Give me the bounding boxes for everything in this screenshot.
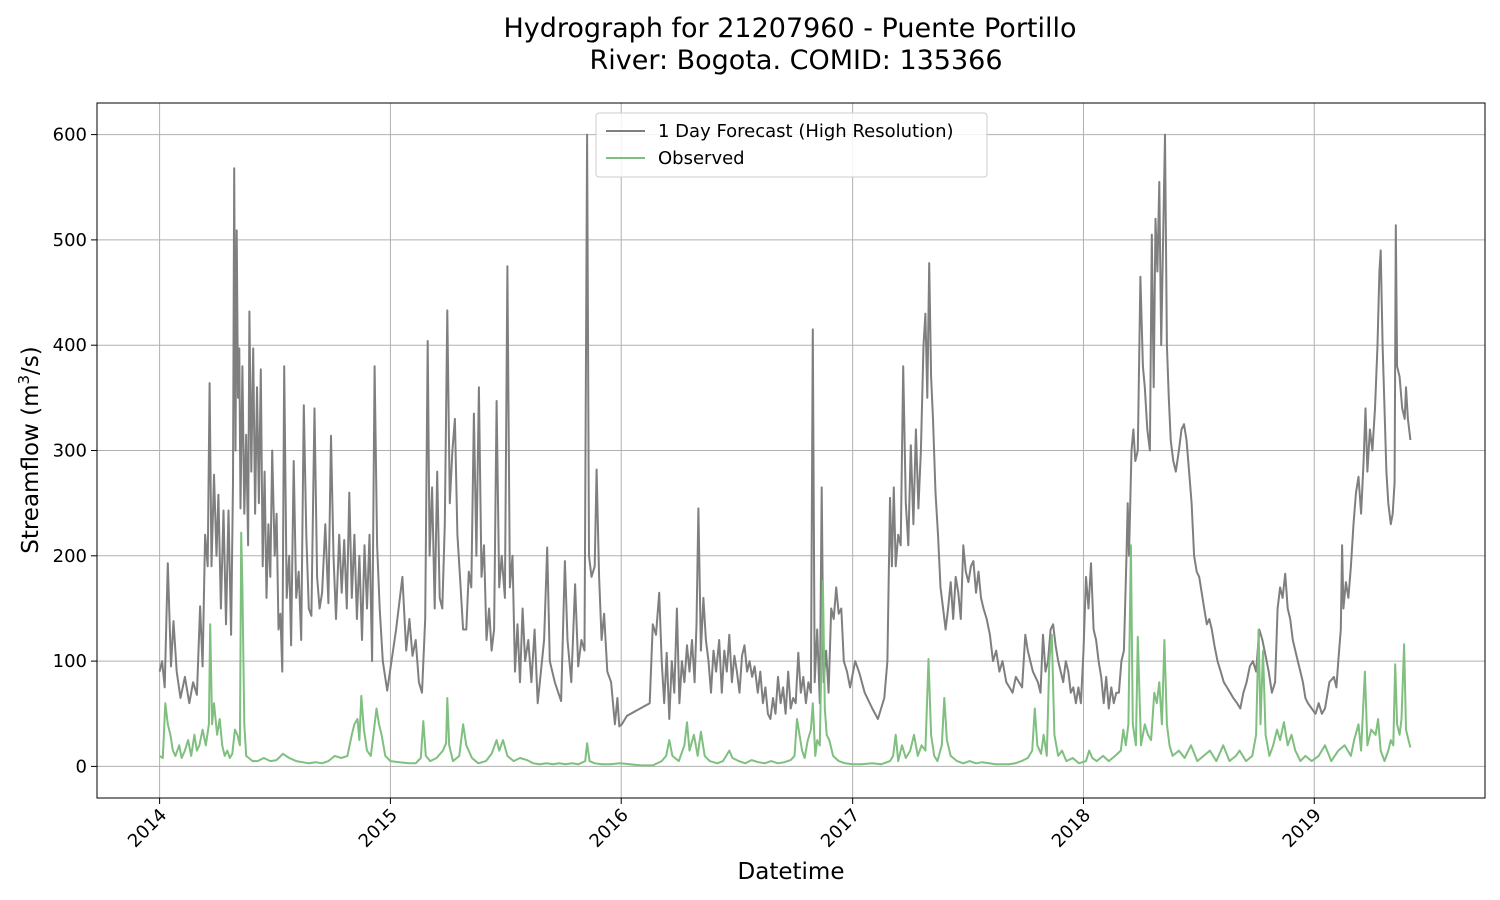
y-tick-label: 400 <box>53 335 87 356</box>
x-tick-label: 2015 <box>355 805 402 852</box>
x-tick-label: 2017 <box>817 805 864 852</box>
y-axis-label-superscript: 3 <box>15 375 33 385</box>
legend: 1 Day Forecast (High Resolution) Observe… <box>595 112 988 178</box>
legend-label-observed: Observed <box>658 148 745 169</box>
y-tick-label: 600 <box>53 125 87 146</box>
series-line-forecast <box>158 133 1412 728</box>
x-tick-label: 2014 <box>124 805 171 852</box>
y-tick-label: 100 <box>53 651 87 672</box>
chart-subtitle: River: Bogota. COMID: 135366 <box>589 45 1002 76</box>
x-tick-label: 2018 <box>1048 805 1095 852</box>
y-tick-label: 0 <box>76 756 87 777</box>
x-tick-label: 2019 <box>1279 805 1326 852</box>
y-tick-label: 300 <box>53 441 87 462</box>
legend-label-forecast: 1 Day Forecast (High Resolution) <box>658 121 954 142</box>
y-axis-label: Streamflow (m3/s) <box>15 346 44 554</box>
series-line-observed <box>159 531 1412 767</box>
y-tick-label: 200 <box>53 546 87 567</box>
x-tick-label: 2016 <box>586 805 633 852</box>
y-tick-label: 500 <box>53 230 87 251</box>
chart-title: Hydrograph for 21207960 - Puente Portill… <box>503 13 1076 44</box>
y-axis-label-tail: /s) <box>18 346 44 375</box>
x-axis-label: Datetime <box>738 859 845 885</box>
series-lines <box>158 133 1412 767</box>
y-axis-label-main: Streamflow (m <box>18 384 44 553</box>
legend-box <box>595 112 988 178</box>
